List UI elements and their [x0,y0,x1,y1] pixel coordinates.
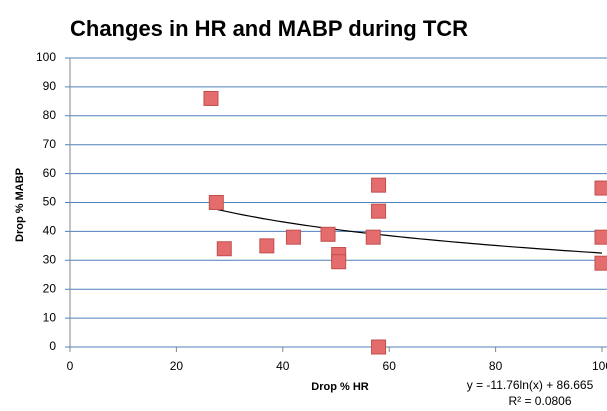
y-axis-title: Drop % MABP [14,168,26,242]
x-tick-label: 80 [489,359,503,373]
point [371,177,387,193]
point [371,203,387,219]
x-tick-label: 0 [67,359,74,373]
point [259,238,275,254]
trendline-r2: R² = 0.0806 [508,394,571,408]
point [594,180,607,196]
point [216,241,232,257]
y-tick-label: 60 [43,166,57,180]
y-tick-label: 30 [43,252,57,266]
x-tick-label: 60 [383,359,397,373]
point [331,254,347,270]
point [365,229,381,245]
point [371,339,387,355]
y-tick-label: 100 [36,50,56,64]
x-tick-label: 40 [276,359,290,373]
point [203,90,219,106]
trendline-equation: y = -11.76ln(x) + 86.665 [467,378,594,392]
y-tick-label: 0 [49,339,56,353]
point [285,229,301,245]
x-tick-label: 100 [592,359,607,373]
x-axis-title: Drop % HR [311,381,369,393]
y-tick-label: 80 [43,108,57,122]
point [208,195,224,210]
y-tick-label: 20 [43,281,57,295]
point [594,229,607,245]
trendline [210,207,603,254]
y-tick-label: 50 [43,195,57,209]
y-tick-label: 90 [43,79,57,93]
y-tick-label: 70 [43,137,57,151]
y-tick-label: 40 [43,224,57,238]
y-tick-label: 10 [43,310,57,324]
point [320,226,336,242]
point [594,255,607,271]
x-tick-label: 20 [170,359,184,373]
chart-title: Changes in HR and MABP during TCR [70,16,468,41]
